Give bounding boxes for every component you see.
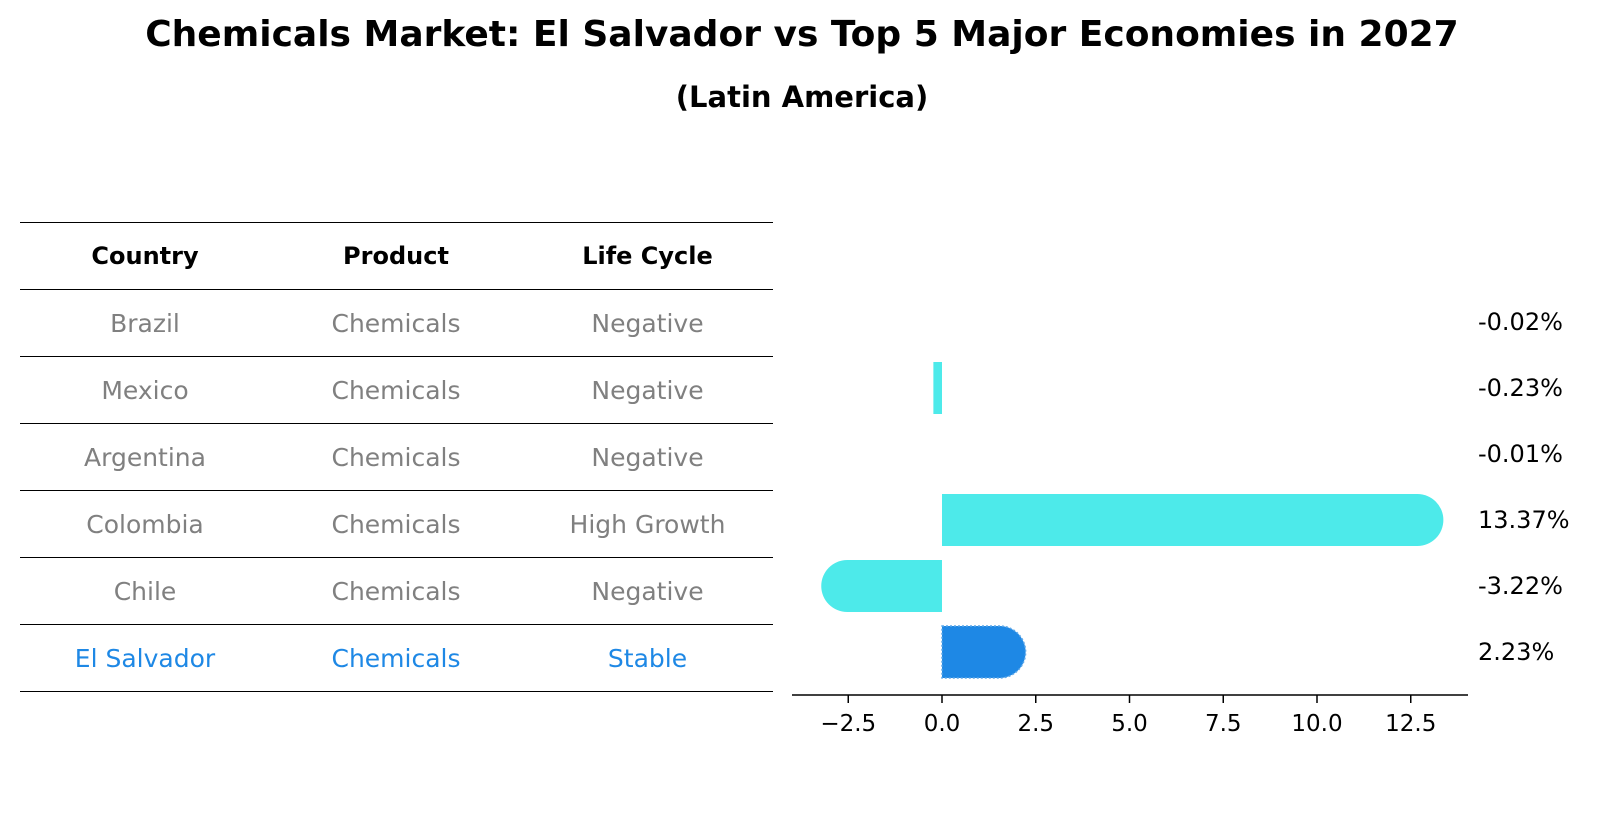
life-cycle-cell: Negative [591,308,704,338]
life-cycle-cell: Stable [607,643,688,673]
bar-el-salvador [941,625,1027,679]
life-cycle-cell: Negative [591,576,704,606]
product-cell: Chemicals [331,442,461,472]
bar-colombia [942,494,1444,546]
column-header-life-cycle: Life Cycle [582,242,713,270]
value-label: 13.37% [1478,506,1570,534]
table-row: Brazil Chemicals Negative [20,290,773,357]
table-row: Chile Chemicals Negative [20,558,773,625]
value-label: -0.02% [1478,308,1563,336]
table-row-highlight: El Salvador Chemicals Stable [20,625,773,692]
country-cell: Argentina [84,442,206,472]
x-tick-label: 10.0 [1291,711,1342,737]
life-cycle-cell: Negative [591,375,704,405]
table-row: Mexico Chemicals Negative [20,357,773,424]
chart-title: Chemicals Market: El Salvador vs Top 5 M… [145,14,1459,55]
value-label: 2.23% [1478,638,1554,666]
country-cell: El Salvador [74,643,216,673]
column-header-product: Product [343,242,449,270]
column-header-country: Country [91,242,199,270]
value-label: -0.23% [1478,374,1563,402]
x-tick-label: 12.5 [1385,711,1436,737]
life-cycle-cell: High Growth [569,509,726,539]
table-row: Colombia Chemicals High Growth [20,491,773,558]
country-table: Country Product Life Cycle Brazil Chemic… [20,222,773,692]
x-tick-label: 2.5 [1017,711,1054,737]
chart-subtitle: (Latin America) [675,80,929,114]
table-header-row: Country Product Life Cycle [20,223,773,290]
x-tick-label: 0.0 [924,711,961,737]
x-tick-label: 5.0 [1111,711,1148,737]
country-cell: Colombia [86,509,204,539]
product-cell: Chemicals [331,375,461,405]
country-cell: Brazil [110,308,180,338]
product-cell: Chemicals [331,576,461,606]
value-label: -0.01% [1478,440,1563,468]
table-row: Argentina Chemicals Negative [20,424,773,491]
life-cycle-cell: Negative [591,442,704,472]
value-label: -3.22% [1478,572,1563,600]
bar-chile [821,560,942,612]
x-tick-label: 7.5 [1205,711,1242,737]
product-cell: Chemicals [331,308,461,338]
product-cell: Chemicals [331,509,461,539]
country-cell: Mexico [101,375,189,405]
x-tick-label: −2.5 [820,711,876,737]
product-cell: Chemicals [331,643,461,673]
bar-mexico [933,362,942,414]
country-cell: Chile [113,576,177,606]
